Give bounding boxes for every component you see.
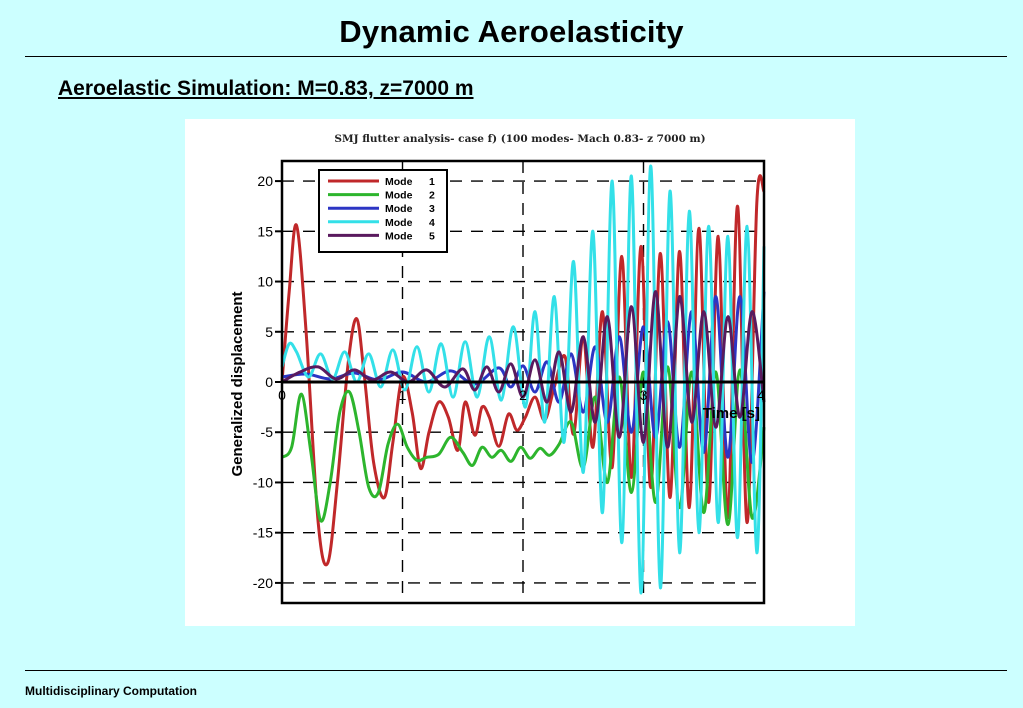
legend-label-number: 5 [429,230,435,242]
chart-figure: SMJ flutter analysis- case f) (100 modes… [185,119,855,626]
legend-label-number: 1 [429,176,435,188]
legend-label: Mode [385,217,413,229]
y-tick-label: -15 [253,525,273,541]
legend-label-number: 2 [429,190,435,202]
legend-label: Mode [385,230,413,242]
x-tick-label: 4 [757,387,765,403]
footer-divider [25,670,1007,671]
x-tick-label: 1 [399,387,407,403]
y-tick-label: 20 [257,173,273,189]
legend-label: Mode [385,203,413,215]
x-tick-label: 3 [640,387,648,403]
y-axis-label: Generalized displacement [229,291,246,476]
page-title: Dynamic Aeroelasticity [339,14,684,49]
footer-text: Multidisciplinary Computation [25,684,198,698]
x-axis-ticks: 0 1 2 3 4 [278,382,765,403]
legend-label: Mode [385,176,413,188]
y-tick-label: 15 [257,223,273,239]
y-tick-label: -20 [253,575,273,591]
legend-box [318,169,448,253]
x-tick-label: 0 [278,387,286,403]
x-axis-label: Time [s] [703,405,760,422]
legend-label: Mode [385,190,413,202]
x-tick-label: 2 [519,387,527,403]
slide-subtitle: Aeroelastic Simulation: M=0.83, z=7000 m [58,77,474,100]
chart-svg: SMJ flutter analysis- case f) (100 modes… [229,133,766,605]
y-tick-label: -5 [261,424,274,440]
y-tick-label: 5 [265,324,273,340]
chart-legend: Mode 1 Mode 2 Mode 3 Mode 4 Mode 5 [318,169,448,253]
y-axis-ticks: -20 -15 -10 -5 0 5 10 15 20 [253,173,282,591]
y-tick-label: 10 [257,274,273,290]
y-tick-label: -10 [253,474,273,490]
title-divider [25,56,1007,57]
chart-title: SMJ flutter analysis- case f) (100 modes… [334,133,705,145]
y-tick-label: 0 [265,374,273,390]
legend-label-number: 3 [429,203,435,215]
legend-label-number: 4 [429,217,435,229]
